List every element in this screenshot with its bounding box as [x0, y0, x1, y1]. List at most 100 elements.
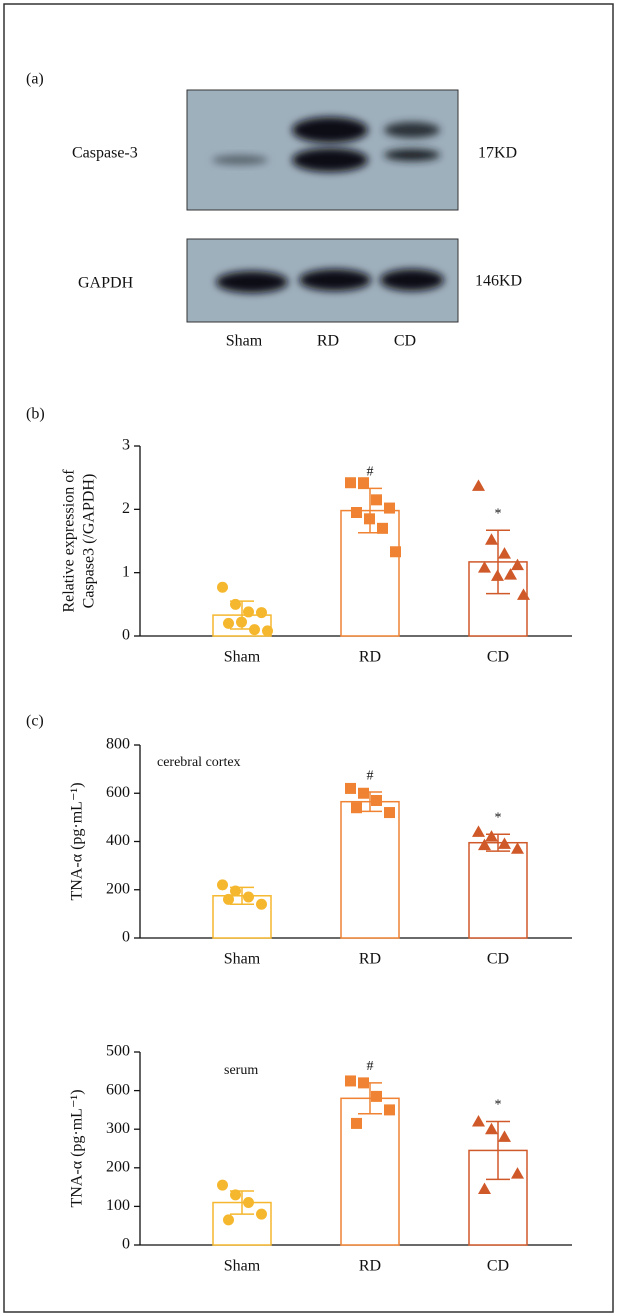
- y-tick-label: 2: [122, 500, 130, 517]
- data-point: [390, 546, 401, 557]
- lane-label: Sham: [226, 333, 263, 350]
- data-point: [364, 513, 375, 524]
- y-tick-label: 400: [106, 832, 130, 849]
- band: [292, 117, 368, 143]
- x-tick-label: RD: [359, 649, 381, 666]
- y-tick-label: 0: [122, 627, 130, 644]
- size-label: 146KD: [475, 273, 522, 290]
- figure: (a) (b) (c) Caspase-3 GAPDH 17KD 146KD S…: [0, 0, 617, 1316]
- data-point: [243, 1197, 254, 1208]
- y-tick-label: 3: [122, 437, 130, 454]
- data-point: [485, 1123, 498, 1135]
- annotation: cerebral cortex: [157, 755, 241, 770]
- x-tick-label: CD: [487, 1258, 509, 1275]
- data-point: [377, 523, 388, 534]
- data-point: [243, 891, 254, 902]
- lane-label: CD: [394, 333, 416, 350]
- data-point: [498, 547, 511, 559]
- band: [299, 269, 371, 291]
- band: [380, 269, 444, 291]
- band: [212, 155, 268, 165]
- y-axis-label: TNA-α (pg·mL⁻¹): [69, 782, 86, 900]
- size-label: 17KD: [478, 145, 517, 162]
- data-point: [358, 1077, 369, 1088]
- band: [292, 148, 368, 172]
- panel-label: (c): [26, 713, 44, 730]
- data-point: [345, 477, 356, 488]
- significance-mark: #: [367, 768, 374, 783]
- y-tick-label: 500: [106, 1043, 130, 1060]
- significance-mark: *: [495, 506, 502, 521]
- y-tick-label: 600: [106, 784, 130, 801]
- y-tick-label: 0: [122, 1236, 130, 1253]
- significance-mark: *: [495, 1098, 502, 1113]
- data-point: [236, 617, 247, 628]
- significance-mark: #: [367, 1059, 374, 1074]
- y-tick-label: 200: [106, 880, 130, 897]
- data-point: [472, 825, 485, 837]
- data-point: [249, 624, 260, 635]
- data-point: [485, 533, 498, 545]
- y-tick-label: 100: [106, 1197, 130, 1214]
- data-point: [498, 1130, 511, 1142]
- data-point: [256, 899, 267, 910]
- x-tick-label: RD: [359, 951, 381, 968]
- data-point: [351, 507, 362, 518]
- y-axis-label: Caspase3 (/GAPDH): [81, 474, 98, 609]
- blot: Caspase-3 GAPDH 17KD 146KD Sham RD CD: [72, 90, 522, 350]
- data-point: [217, 1180, 228, 1191]
- x-tick-label: CD: [487, 951, 509, 968]
- protein-label: GAPDH: [78, 275, 134, 292]
- data-point: [371, 494, 382, 505]
- data-point: [230, 885, 241, 896]
- panel-label: (a): [26, 71, 44, 88]
- x-tick-label: RD: [359, 1258, 381, 1275]
- data-point: [256, 607, 267, 618]
- y-tick-label: 300: [106, 1120, 130, 1137]
- data-point: [217, 879, 228, 890]
- data-point: [485, 830, 498, 842]
- data-point: [223, 1214, 234, 1225]
- lane-label: RD: [317, 333, 339, 350]
- band: [384, 122, 440, 138]
- data-point: [371, 795, 382, 806]
- data-point: [371, 1091, 382, 1102]
- x-tick-label: Sham: [224, 649, 261, 666]
- data-point: [351, 802, 362, 813]
- data-point: [384, 807, 395, 818]
- significance-mark: *: [495, 810, 502, 825]
- x-tick-label: Sham: [224, 951, 261, 968]
- significance-mark: #: [367, 465, 374, 480]
- data-point: [384, 503, 395, 514]
- data-point: [256, 1209, 267, 1220]
- data-point: [472, 479, 485, 491]
- data-point: [351, 1118, 362, 1129]
- data-point: [243, 606, 254, 617]
- y-tick-label: 600: [106, 1081, 130, 1098]
- y-axis-label: Relative expression of: [61, 469, 78, 613]
- panel-label: (b): [26, 406, 45, 423]
- annotation: serum: [224, 1063, 258, 1078]
- y-tick-label: 1: [122, 563, 130, 580]
- y-tick-label: 800: [106, 736, 130, 753]
- band: [216, 271, 288, 293]
- data-point: [358, 788, 369, 799]
- bar: [341, 802, 399, 938]
- x-tick-label: Sham: [224, 1258, 261, 1275]
- data-point: [230, 1189, 241, 1200]
- data-point: [345, 1075, 356, 1086]
- data-point: [262, 625, 273, 636]
- bar: [341, 1098, 399, 1245]
- data-point: [223, 618, 234, 629]
- data-point: [472, 1115, 485, 1127]
- band: [384, 149, 440, 161]
- protein-label: Caspase-3: [72, 145, 138, 162]
- x-tick-label: CD: [487, 649, 509, 666]
- data-point: [230, 599, 241, 610]
- y-axis-label: TNA-α (pg·mL⁻¹): [69, 1089, 86, 1207]
- data-point: [384, 1104, 395, 1115]
- data-point: [345, 783, 356, 794]
- data-point: [217, 582, 228, 593]
- y-tick-label: 200: [106, 1158, 130, 1175]
- data-point: [223, 894, 234, 905]
